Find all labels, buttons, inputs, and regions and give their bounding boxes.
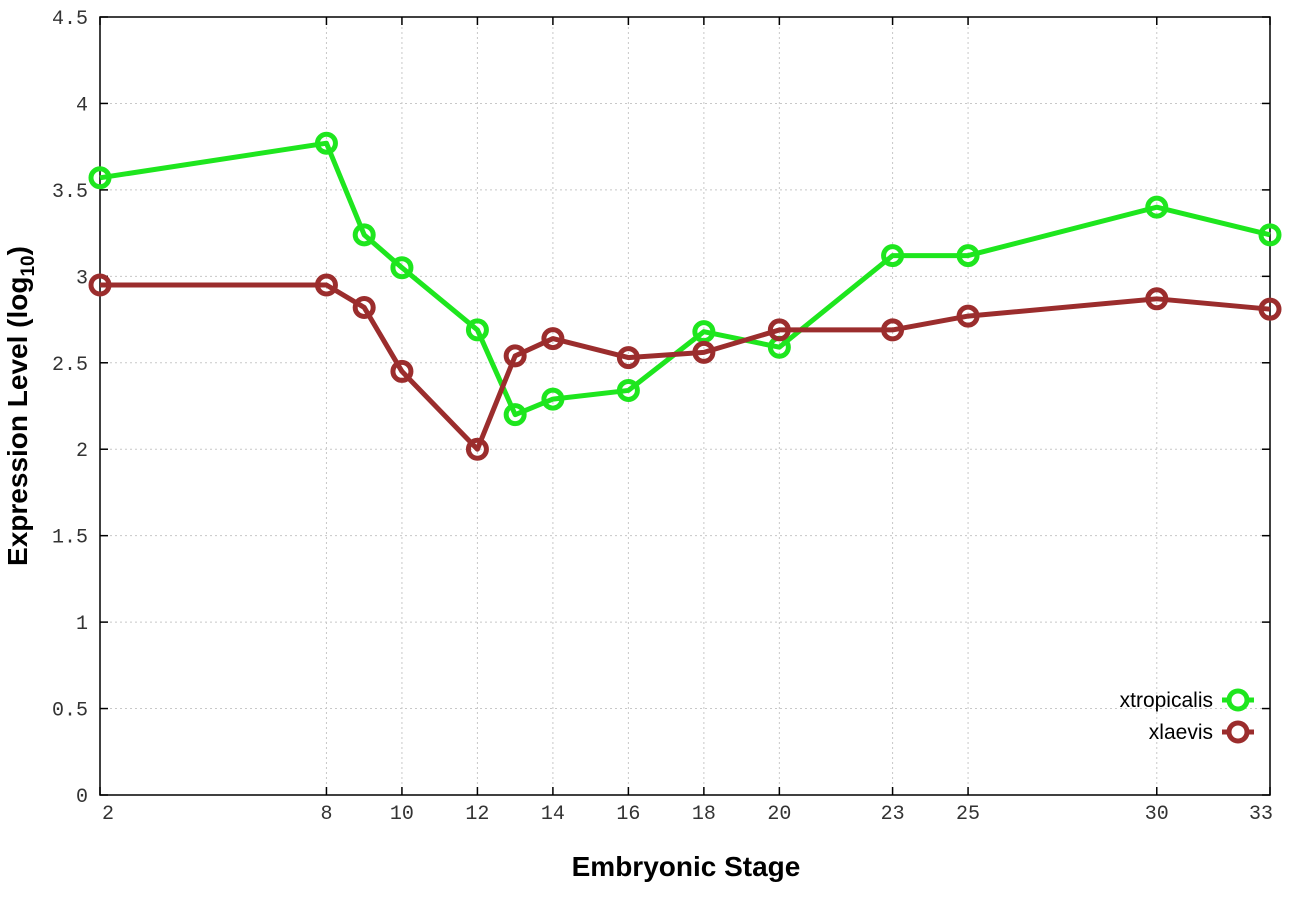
axis-ticks: 0 0.5 1 1.5 2 2.5 3 3.5 4 4.5 2 8 10 12 14 16 18 20 23 25 30… <box>52 8 1273 826</box>
y-tick-label: 4.5 <box>52 8 88 31</box>
x-tick-label: 20 <box>767 803 791 826</box>
y-tick-label: 1 <box>76 613 88 636</box>
x-tick-label: 12 <box>465 803 489 826</box>
y-tick-label: 2 <box>76 440 88 463</box>
data-point-xlaevis <box>956 304 980 328</box>
x-tick-label: 14 <box>541 803 565 826</box>
x-tick-label: 8 <box>320 803 332 826</box>
y-axis-title: Expression Level (log10) <box>2 246 39 566</box>
legend: xtropicalis xlaevis <box>1120 688 1254 744</box>
data-point-xlaevis <box>767 318 791 342</box>
x-axis-title: Embryonic Stage <box>572 851 801 882</box>
data-point-xlaevis <box>503 344 527 368</box>
legend-marker-xtropicalis <box>1226 688 1250 712</box>
data-point-xtropicalis <box>503 403 527 427</box>
series-lines <box>88 131 1282 461</box>
series-line-xlaevis <box>100 282 1271 452</box>
data-point-xlaevis <box>352 295 376 319</box>
data-point-xtropicalis <box>692 320 716 344</box>
y-tick-label: 4 <box>76 94 88 117</box>
x-tick-label: 2 <box>102 803 114 826</box>
data-point-xlaevis <box>314 273 338 297</box>
y-tick-label: 0 <box>76 786 88 809</box>
x-tick-label: 18 <box>692 803 716 826</box>
x-tick-label: 30 <box>1145 803 1169 826</box>
x-tick-label: 25 <box>956 803 980 826</box>
y-axis-title-main: Expression Level (log <box>2 277 33 566</box>
data-point-xtropicalis <box>881 244 905 268</box>
data-point-xtropicalis <box>541 387 565 411</box>
data-point-xlaevis <box>881 318 905 342</box>
data-point-xtropicalis <box>88 166 112 190</box>
data-point-xlaevis <box>1145 287 1169 311</box>
series-line-xtropicalis <box>99 140 1271 418</box>
y-tick-label: 0.5 <box>52 700 88 723</box>
data-point-xlaevis <box>88 273 112 297</box>
legend-label-xlaevis: xlaevis <box>1149 721 1213 744</box>
data-point-xlaevis <box>616 346 640 370</box>
data-point-xtropicalis <box>956 244 980 268</box>
legend-marker-xlaevis <box>1226 720 1250 744</box>
data-point-xtropicalis <box>314 131 338 155</box>
data-point-xlaevis <box>692 340 716 364</box>
x-tick-label: 10 <box>390 803 414 826</box>
plot-frame <box>99 16 1271 796</box>
x-tick-label: 23 <box>881 803 905 826</box>
y-tick-label: 1.5 <box>52 527 88 550</box>
legend-label-xtropicalis: xtropicalis <box>1120 689 1213 712</box>
data-point-xlaevis <box>465 437 489 461</box>
y-tick-label: 2.5 <box>52 354 88 377</box>
data-point-xtropicalis <box>1258 223 1282 247</box>
y-axis-title-close: ) <box>2 246 33 255</box>
data-point-xtropicalis <box>1145 195 1169 219</box>
x-tick-label: 33 <box>1249 803 1273 826</box>
y-tick-label: 3 <box>76 267 88 290</box>
y-tick-label: 3.5 <box>52 181 88 204</box>
data-point-xtropicalis <box>352 223 376 247</box>
grid-lines <box>100 17 1270 795</box>
data-point-xlaevis <box>390 359 414 383</box>
y-axis-title-subscript: 10 <box>18 255 39 276</box>
data-point-xlaevis <box>1258 297 1282 321</box>
x-tick-label: 16 <box>616 803 640 826</box>
data-point-xtropicalis <box>616 378 640 402</box>
data-point-xtropicalis <box>390 256 414 280</box>
data-point-xlaevis <box>541 327 565 351</box>
data-point-xtropicalis <box>465 318 489 342</box>
